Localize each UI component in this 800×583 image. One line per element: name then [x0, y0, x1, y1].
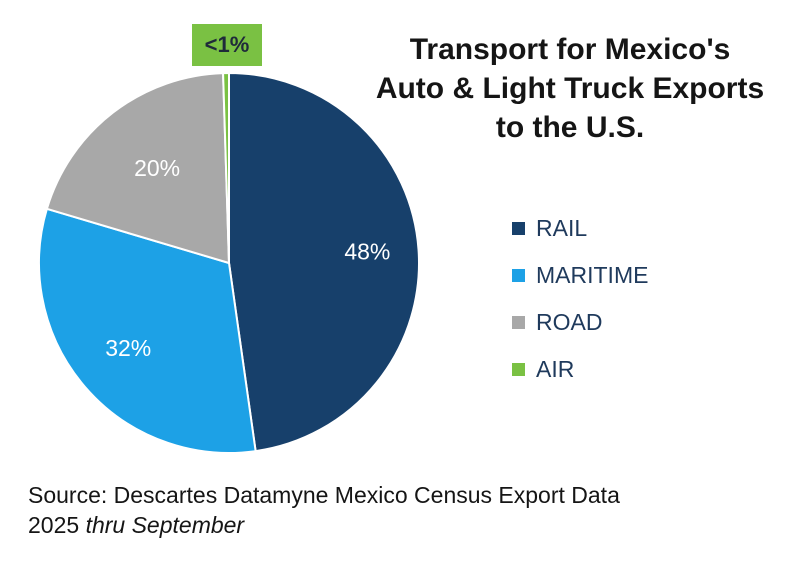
legend-swatch-maritime [512, 269, 525, 282]
legend-swatch-air [512, 363, 525, 376]
pie-slice-road [45, 72, 231, 265]
source-note: Source: Descartes Datamyne Mexico Census… [28, 480, 620, 540]
pie-slice-air [222, 71, 230, 264]
chart-legend: RAIL MARITIME ROAD AIR [512, 205, 648, 393]
chart-title-line-3: to the U.S. [495, 111, 645, 144]
legend-swatch-road [512, 316, 525, 329]
slice-label-maritime: 32% [105, 335, 151, 361]
chart-title-line-2: Auto & Light Truck Exports [375, 72, 765, 105]
legend-item-maritime: MARITIME [512, 252, 648, 299]
legend-item-rail: RAIL [512, 205, 648, 252]
legend-label-rail: RAIL [536, 215, 588, 241]
chart-title-line-1: Transport for Mexico's [409, 33, 731, 66]
source-line-1: Source: Descartes Datamyne Mexico Census… [28, 482, 620, 508]
legend-swatch-rail [512, 222, 525, 235]
slice-label-road: 20% [134, 155, 180, 181]
source-period: thru September [85, 512, 245, 538]
pie-slice-rail [228, 71, 420, 453]
chart-title: Transport for Mexico's Auto & Light Truc… [345, 30, 795, 147]
air-callout-badge: <1% [192, 24, 262, 66]
legend-label-road: ROAD [536, 309, 603, 335]
pie-slice-maritime [38, 207, 257, 454]
source-year: 2025 [28, 512, 80, 538]
legend-item-air: AIR [512, 346, 648, 393]
source-line-2: 2025 thru September [28, 510, 620, 540]
slice-label-rail: 48% [344, 238, 390, 264]
legend-label-air: AIR [536, 356, 575, 382]
legend-item-road: ROAD [512, 299, 648, 346]
legend-label-maritime: MARITIME [536, 262, 649, 288]
